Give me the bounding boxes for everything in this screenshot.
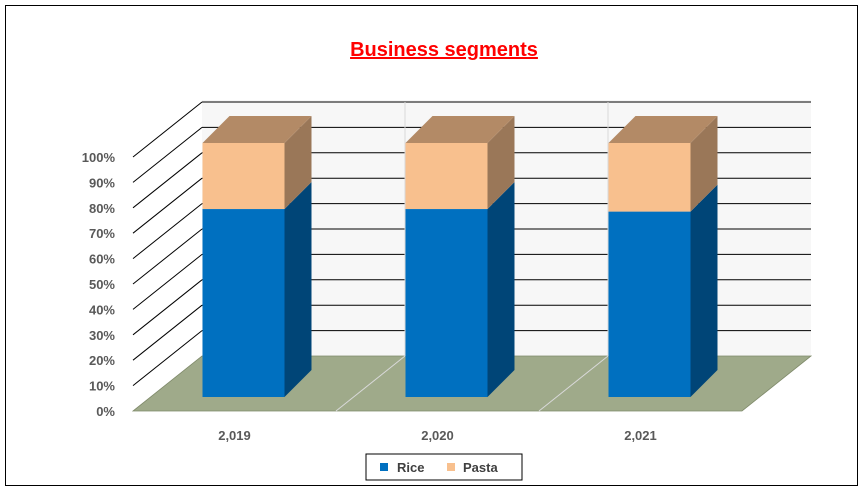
gridline-side — [132, 177, 203, 234]
bar-rice-2,019 — [202, 182, 312, 397]
gridline-side — [132, 127, 203, 183]
bar-front-face — [405, 209, 488, 397]
bar-side-face — [284, 116, 312, 210]
x-tick-label: 2,020 — [421, 428, 454, 443]
y-tick-label: 100% — [82, 150, 116, 165]
bar-rice-2,020 — [405, 182, 515, 397]
floor-divider — [335, 355, 406, 412]
y-tick-label: 90% — [89, 175, 115, 190]
gridline-side — [132, 304, 203, 361]
bar-front-face — [202, 209, 285, 397]
gridline-side — [132, 279, 203, 336]
legend-swatch-pasta — [447, 463, 455, 471]
bar-front-face — [202, 143, 285, 210]
y-tick-label: 40% — [89, 302, 115, 317]
bars — [202, 116, 718, 397]
bar-side-face — [284, 182, 312, 397]
y-tick-label: 10% — [89, 379, 115, 394]
y-tick-label: 80% — [89, 201, 115, 216]
bar-side-face — [487, 182, 515, 397]
legend-box — [365, 453, 523, 481]
bar-front-face — [405, 143, 488, 210]
y-tick-label: 20% — [89, 353, 115, 368]
floor-divider — [538, 355, 609, 412]
bar-side-face — [690, 116, 718, 212]
y-tick-label: 70% — [89, 226, 115, 241]
bar-pasta-2,020 — [405, 116, 515, 210]
bar-top-face — [608, 116, 718, 143]
gridline-side — [132, 228, 203, 285]
y-tick-label: 0% — [96, 404, 115, 419]
x-tick-label: 2,019 — [218, 428, 251, 443]
y-tick-label: 60% — [89, 252, 115, 267]
y-tick-label: 30% — [89, 328, 115, 343]
legend-swatch-rice — [380, 463, 388, 471]
legend-label-rice: Rice — [397, 460, 424, 475]
gridline-side — [132, 101, 203, 158]
gridline-side — [132, 330, 203, 386]
legend-label-pasta: Pasta — [463, 460, 498, 475]
bar-pasta-2,021 — [608, 116, 718, 212]
x-tick-label: 2,021 — [624, 428, 657, 443]
chart-title: Business segments — [350, 39, 538, 61]
bar-front-face — [608, 143, 691, 212]
legend: Rice Pasta — [365, 453, 523, 481]
bar-top-face — [202, 116, 312, 143]
bar-side-face — [487, 116, 515, 210]
bar-pasta-2,019 — [202, 116, 312, 210]
bar-side-face — [690, 184, 718, 397]
bar-front-face — [608, 211, 691, 397]
x-axis-ticks: 2,019 2,020 2,021 — [218, 428, 657, 443]
y-axis-ticks: 0% 10% 20% 30% 40% 50% 60% 70% 80% 90% 100% — [82, 150, 116, 419]
bar-rice-2,021 — [608, 184, 718, 397]
bar-top-face — [405, 116, 515, 143]
y-tick-label: 50% — [89, 277, 115, 292]
gridline-side — [132, 254, 203, 310]
gridline-side — [132, 203, 203, 259]
gridline-side — [132, 152, 203, 209]
